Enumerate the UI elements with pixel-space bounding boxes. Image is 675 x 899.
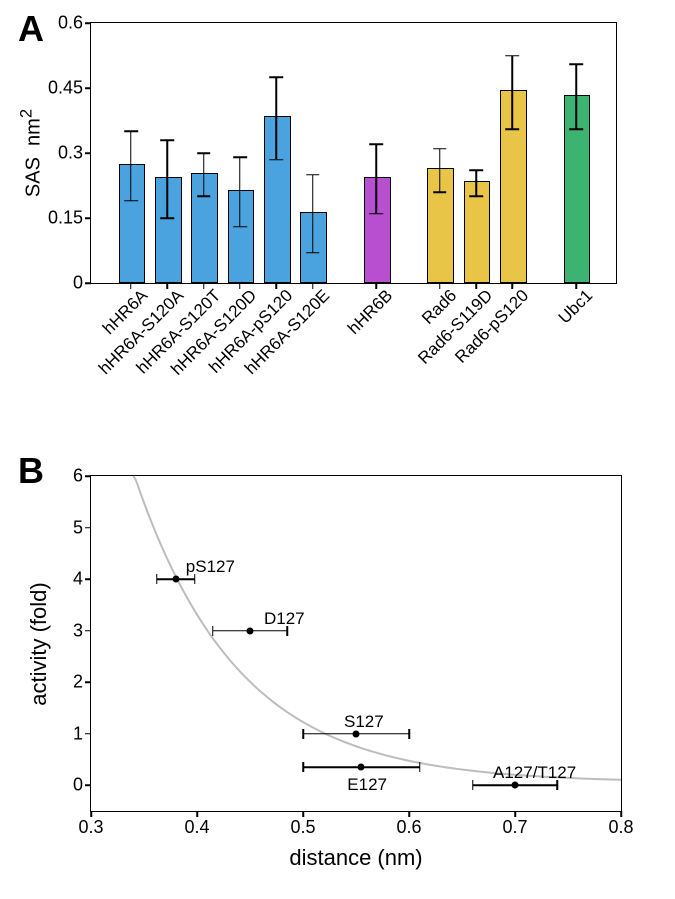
error-cap: [408, 729, 410, 739]
bar: [300, 212, 327, 283]
xtick-mark: [514, 811, 516, 817]
point-label: pS127: [186, 557, 235, 577]
error-cap: [269, 76, 283, 78]
xtick-label: hHR6B: [341, 283, 397, 339]
error-bar: [167, 140, 169, 218]
error-cap: [433, 148, 447, 150]
error-bar: [475, 170, 477, 196]
ytick-mark: [85, 22, 91, 24]
ylabel-unit: nm: [22, 118, 44, 146]
error-cap: [124, 131, 138, 133]
bar: [364, 177, 391, 283]
ytick-mark: [85, 217, 91, 219]
error-bar: [575, 64, 577, 129]
error-cap: [233, 157, 247, 159]
bar: [191, 173, 218, 283]
error-cap: [506, 55, 520, 57]
ytick-mark: [85, 681, 91, 683]
panel-b-ylabel: activity (fold): [26, 582, 52, 705]
bar: [228, 190, 255, 283]
panel-a-chart: SAS nm2 00.150.30.450.6hHR6AhHR6A-S120Ah…: [90, 22, 617, 284]
bar: [264, 116, 291, 283]
error-bar: [439, 149, 441, 192]
error-cap: [469, 196, 483, 198]
xtick-mark: [196, 811, 198, 817]
xtick-label: Ubc1: [552, 283, 597, 328]
xtick-mark: [620, 811, 622, 817]
error-cap: [569, 63, 583, 65]
xtick-mark: [90, 811, 92, 817]
ytick-mark: [85, 784, 91, 786]
curve-line: [91, 476, 621, 811]
error-cap: [369, 213, 383, 215]
ytick-mark: [85, 527, 91, 529]
ytick-mark: [85, 282, 91, 284]
error-cap: [269, 159, 283, 161]
panel-b-chart: distance (nm) activity (fold) 01234560.3…: [90, 475, 622, 812]
error-bar: [203, 153, 205, 196]
error-cap: [212, 626, 214, 636]
error-cap: [302, 729, 304, 739]
error-cap: [233, 226, 247, 228]
ytick-mark: [85, 87, 91, 89]
error-cap: [369, 144, 383, 146]
scatter-point: [358, 764, 365, 771]
ylabel-sup: 2: [17, 109, 36, 118]
error-bar: [312, 175, 314, 253]
xtick-mark: [408, 811, 410, 817]
panel-a-ylabel: SAS nm2: [17, 109, 46, 197]
error-bar: [239, 157, 241, 226]
error-cap: [506, 128, 520, 130]
error-cap: [197, 152, 211, 154]
error-cap: [419, 762, 421, 772]
error-bar: [375, 144, 377, 213]
error-cap: [469, 170, 483, 172]
bar: [500, 90, 527, 283]
ytick-mark: [85, 152, 91, 154]
error-cap: [161, 139, 175, 141]
error-bar: [130, 131, 132, 200]
scatter-point: [172, 576, 179, 583]
bar: [155, 177, 182, 283]
error-cap: [472, 780, 474, 790]
ytick-mark: [85, 733, 91, 735]
xtick-mark: [302, 811, 304, 817]
point-label: D127: [264, 609, 305, 629]
point-label: E127: [347, 775, 387, 795]
error-cap: [156, 574, 158, 584]
bar: [119, 164, 146, 283]
bar: [427, 168, 454, 283]
error-cap: [197, 196, 211, 198]
error-bar: [276, 77, 278, 159]
figure: A SAS nm2 00.150.30.450.6hHR6AhHR6A-S120…: [0, 0, 675, 899]
scatter-point: [247, 627, 254, 634]
error-bar: [512, 56, 514, 130]
error-cap: [161, 217, 175, 219]
point-label: A127/T127: [493, 763, 576, 783]
panel-b-label: B: [18, 450, 44, 492]
error-cap: [124, 200, 138, 202]
error-cap: [306, 252, 320, 254]
panel-a-label: A: [18, 8, 44, 50]
ytick-mark: [85, 578, 91, 580]
error-cap: [302, 762, 304, 772]
bar: [564, 95, 591, 283]
error-cap: [306, 174, 320, 176]
ylabel-prefix: SAS: [22, 157, 44, 197]
point-label: S127: [344, 712, 384, 732]
error-cap: [433, 191, 447, 193]
error-cap: [569, 128, 583, 130]
ytick-mark: [85, 630, 91, 632]
ytick-mark: [85, 475, 91, 477]
